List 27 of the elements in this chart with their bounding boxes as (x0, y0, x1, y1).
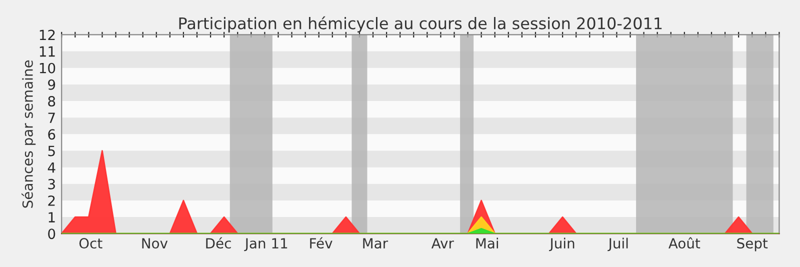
y-tick-label: 1 (48, 212, 55, 222)
x-tick-label: Nov (142, 238, 168, 249)
x-tick-label: Jan 11 (244, 238, 288, 252)
x-tick-label: Mar (363, 238, 388, 249)
y-tick-label: 8 (48, 96, 56, 106)
x-tick-label: Fév (310, 237, 332, 249)
y-tick-label: 11 (40, 46, 55, 57)
y-tick-label: 9 (48, 79, 56, 90)
y-axis-title: Séances par semaine (22, 60, 36, 208)
chart-title: Participation en hémicycle au cours de la session 2010-2011 (179, 16, 662, 32)
x-tick-label: Août (668, 237, 700, 249)
y-tick-label: 7 (48, 112, 55, 123)
y-tick-label: 5 (48, 146, 55, 156)
y-tick-label: 12 (40, 30, 55, 40)
x-tick-label: Juin (549, 238, 574, 252)
x-tick-label: Mai (476, 238, 498, 249)
x-tick-label: Sept (737, 238, 768, 252)
y-tick-label: 10 (40, 62, 56, 74)
y-tick-label: 4 (48, 162, 56, 173)
y-tick-label: 6 (48, 129, 56, 140)
y-tick-label: 2 (48, 195, 55, 206)
x-tick-label: Oct (79, 238, 102, 249)
x-tick-label: Juil (608, 238, 628, 252)
x-tick-label: Déc (206, 237, 231, 249)
x-tick-label: Avr (431, 238, 454, 248)
y-tick-label: 0 (48, 228, 56, 240)
y-tick-label: 3 (48, 178, 55, 190)
